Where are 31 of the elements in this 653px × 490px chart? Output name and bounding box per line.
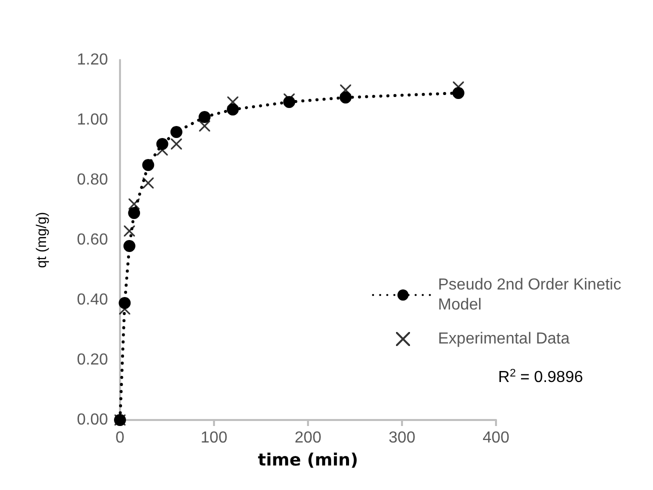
point — [156, 144, 168, 156]
y-tick-label: 1.20 — [76, 52, 108, 68]
y-tick-label: 0.40 — [76, 292, 108, 308]
y-tick-label: 0.60 — [76, 232, 108, 248]
x-axis-title: time (min) — [258, 450, 358, 470]
point — [227, 96, 238, 108]
y-tick-label: 0.00 — [76, 412, 108, 428]
y-tick-label: 0.80 — [76, 172, 108, 188]
point — [198, 111, 211, 123]
legend-label: Pseudo 2nd Order Kinetic Model — [438, 276, 626, 314]
x-tick-label: 400 — [482, 430, 510, 446]
point — [119, 304, 130, 314]
point — [142, 159, 154, 171]
point — [284, 94, 295, 104]
point — [124, 226, 135, 236]
point — [170, 138, 182, 150]
y-tick-label: 1.00 — [76, 112, 108, 128]
x-tick-label: 0 — [116, 430, 125, 446]
legend-label: Experimental Data — [438, 330, 570, 348]
x-tick-label: 100 — [200, 430, 228, 446]
x-tick-label: 200 — [294, 430, 322, 446]
x-tick-label: 300 — [388, 430, 416, 446]
point — [123, 240, 136, 252]
point — [128, 207, 140, 219]
point — [340, 84, 352, 96]
y-tick-label: 0.20 — [76, 352, 108, 368]
point — [170, 126, 182, 138]
point — [142, 178, 154, 188]
point — [199, 120, 210, 132]
point — [128, 198, 140, 210]
y-axis-title: qt (mg/g) — [33, 212, 49, 268]
